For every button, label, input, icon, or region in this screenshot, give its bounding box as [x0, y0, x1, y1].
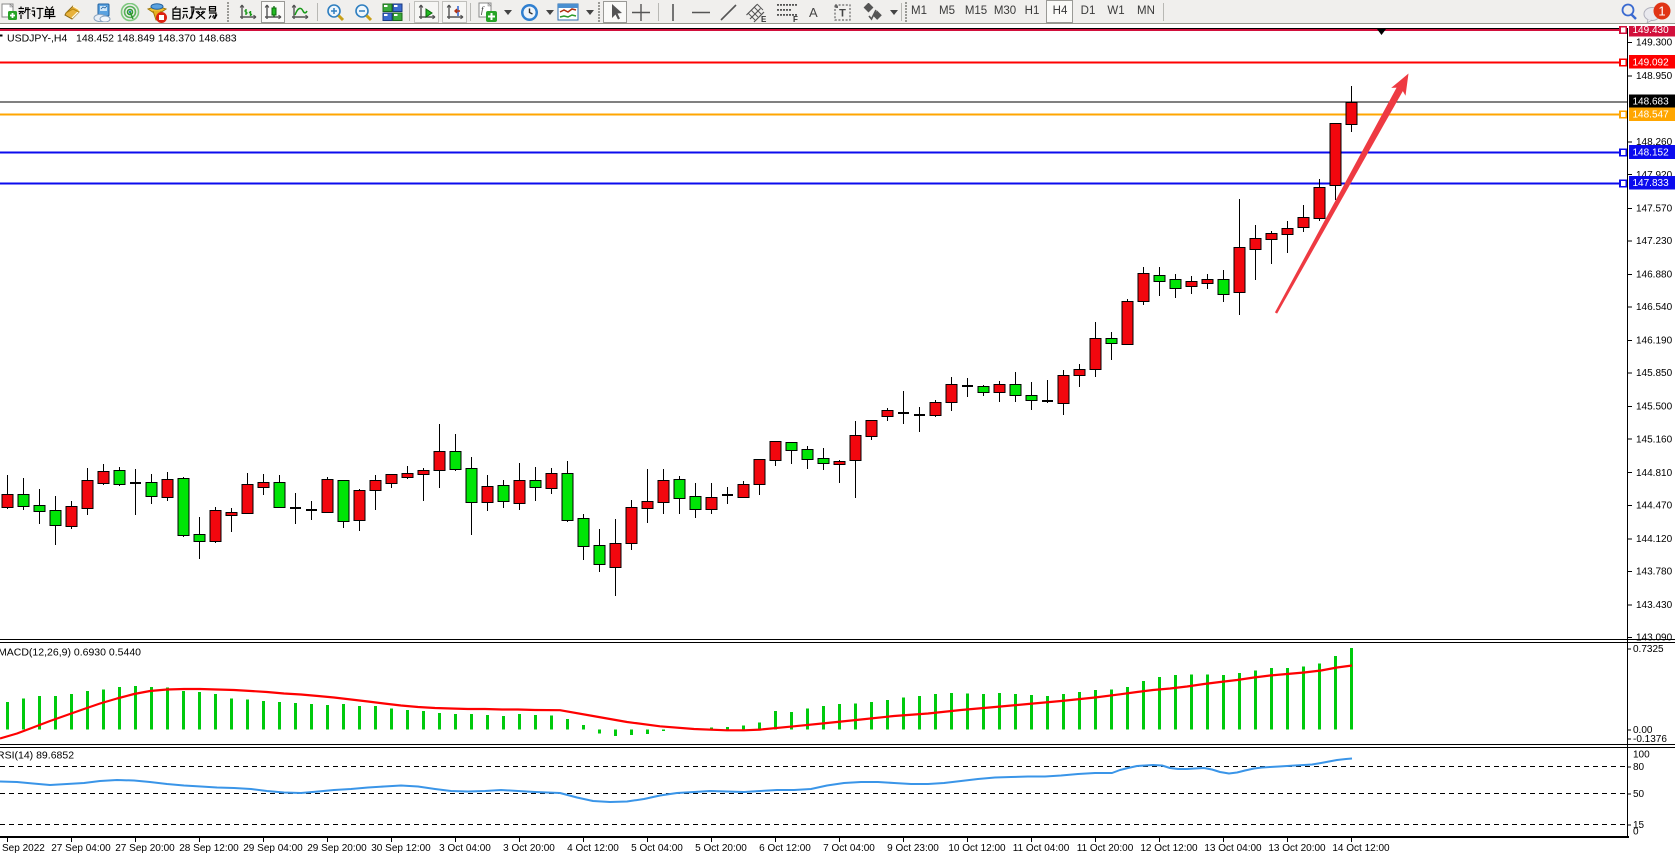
svg-text:147.920: 147.920 [1636, 170, 1673, 181]
svg-text:50: 50 [1633, 789, 1645, 800]
svg-text:146.190: 146.190 [1636, 336, 1673, 347]
svg-text:145.500: 145.500 [1636, 402, 1673, 413]
svg-text:15: 15 [1633, 820, 1645, 831]
svg-text:0.00: 0.00 [1633, 725, 1653, 736]
svg-text:147.230: 147.230 [1636, 236, 1673, 247]
svg-text:29 Sep 04:00: 29 Sep 04:00 [243, 843, 303, 854]
svg-text:1: 1 [1658, 4, 1665, 19]
svg-text:9 Oct 23:00: 9 Oct 23:00 [887, 843, 939, 854]
svg-text:147.833: 147.833 [1633, 178, 1670, 189]
svg-text:F: F [793, 15, 798, 23]
svg-text:-0.1376: -0.1376 [1633, 734, 1667, 745]
svg-text:145.850: 145.850 [1636, 368, 1673, 379]
svg-text:100: 100 [1633, 750, 1650, 761]
svg-text:3 Oct 04:00: 3 Oct 04:00 [439, 843, 491, 854]
svg-text:148.683: 148.683 [1633, 97, 1670, 108]
svg-text:80: 80 [1633, 762, 1645, 773]
svg-text:148.152: 148.152 [1633, 148, 1670, 159]
svg-text:27 Sep 04:00: 27 Sep 04:00 [51, 843, 111, 854]
svg-text:10 Oct 12:00: 10 Oct 12:00 [948, 843, 1006, 854]
svg-text:143.090: 143.090 [1636, 633, 1673, 644]
svg-text:29 Sep 20:00: 29 Sep 20:00 [307, 843, 367, 854]
svg-text:149.092: 149.092 [1633, 58, 1670, 69]
svg-text:146.880: 146.880 [1636, 269, 1673, 280]
svg-text:145.160: 145.160 [1636, 434, 1673, 445]
svg-text:13 Oct 20:00: 13 Oct 20:00 [1268, 843, 1326, 854]
svg-text:5 Oct 20:00: 5 Oct 20:00 [695, 843, 747, 854]
svg-text:13 Oct 04:00: 13 Oct 04:00 [1204, 843, 1262, 854]
svg-text:Sep 2022: Sep 2022 [2, 843, 45, 854]
svg-text:3 Oct 20:00: 3 Oct 20:00 [503, 843, 555, 854]
svg-text:143.430: 143.430 [1636, 600, 1673, 611]
svg-text:RSI(14) 89.6852: RSI(14) 89.6852 [0, 750, 74, 762]
svg-text:144.120: 144.120 [1636, 534, 1673, 545]
svg-text:0.7325: 0.7325 [1633, 644, 1664, 655]
svg-text:149.300: 149.300 [1636, 38, 1673, 49]
svg-text:148.260: 148.260 [1636, 137, 1673, 148]
svg-text:144.810: 144.810 [1636, 468, 1673, 479]
svg-text:7 Oct 04:00: 7 Oct 04:00 [823, 843, 875, 854]
svg-text:147.570: 147.570 [1636, 203, 1673, 214]
svg-text:146.540: 146.540 [1636, 302, 1673, 313]
svg-text:5 Oct 04:00: 5 Oct 04:00 [631, 843, 683, 854]
svg-text:149.430: 149.430 [1633, 25, 1670, 36]
svg-text:E: E [761, 15, 767, 23]
svg-text:A: A [809, 5, 818, 20]
svg-text:4 Oct 12:00: 4 Oct 12:00 [567, 843, 619, 854]
svg-text:14 Oct 12:00: 14 Oct 12:00 [1332, 843, 1390, 854]
svg-text:USDJPY-,H4 148.452 148.849 1: USDJPY-,H4 148.452 148.849 148.370 148.6… [7, 33, 237, 45]
svg-text:12 Oct 12:00: 12 Oct 12:00 [1140, 843, 1198, 854]
svg-text:6 Oct 12:00: 6 Oct 12:00 [759, 843, 811, 854]
svg-text:30 Sep 12:00: 30 Sep 12:00 [371, 843, 431, 854]
svg-text:143.780: 143.780 [1636, 566, 1673, 577]
svg-text:11 Oct 04:00: 11 Oct 04:00 [1013, 843, 1070, 854]
svg-text:28 Sep 12:00: 28 Sep 12:00 [179, 843, 239, 854]
svg-text:0: 0 [1633, 827, 1639, 838]
svg-text:27 Sep 20:00: 27 Sep 20:00 [115, 843, 175, 854]
svg-text:148.950: 148.950 [1636, 71, 1673, 82]
svg-text:T: T [839, 8, 846, 20]
svg-text:11 Oct 20:00: 11 Oct 20:00 [1077, 843, 1134, 854]
svg-text:144.470: 144.470 [1636, 500, 1673, 511]
svg-text:148.547: 148.547 [1633, 110, 1670, 121]
svg-text:f: f [481, 5, 485, 15]
svg-text:MACD(12,26,9) 0.6930 0.5440: MACD(12,26,9) 0.6930 0.5440 [0, 647, 141, 659]
